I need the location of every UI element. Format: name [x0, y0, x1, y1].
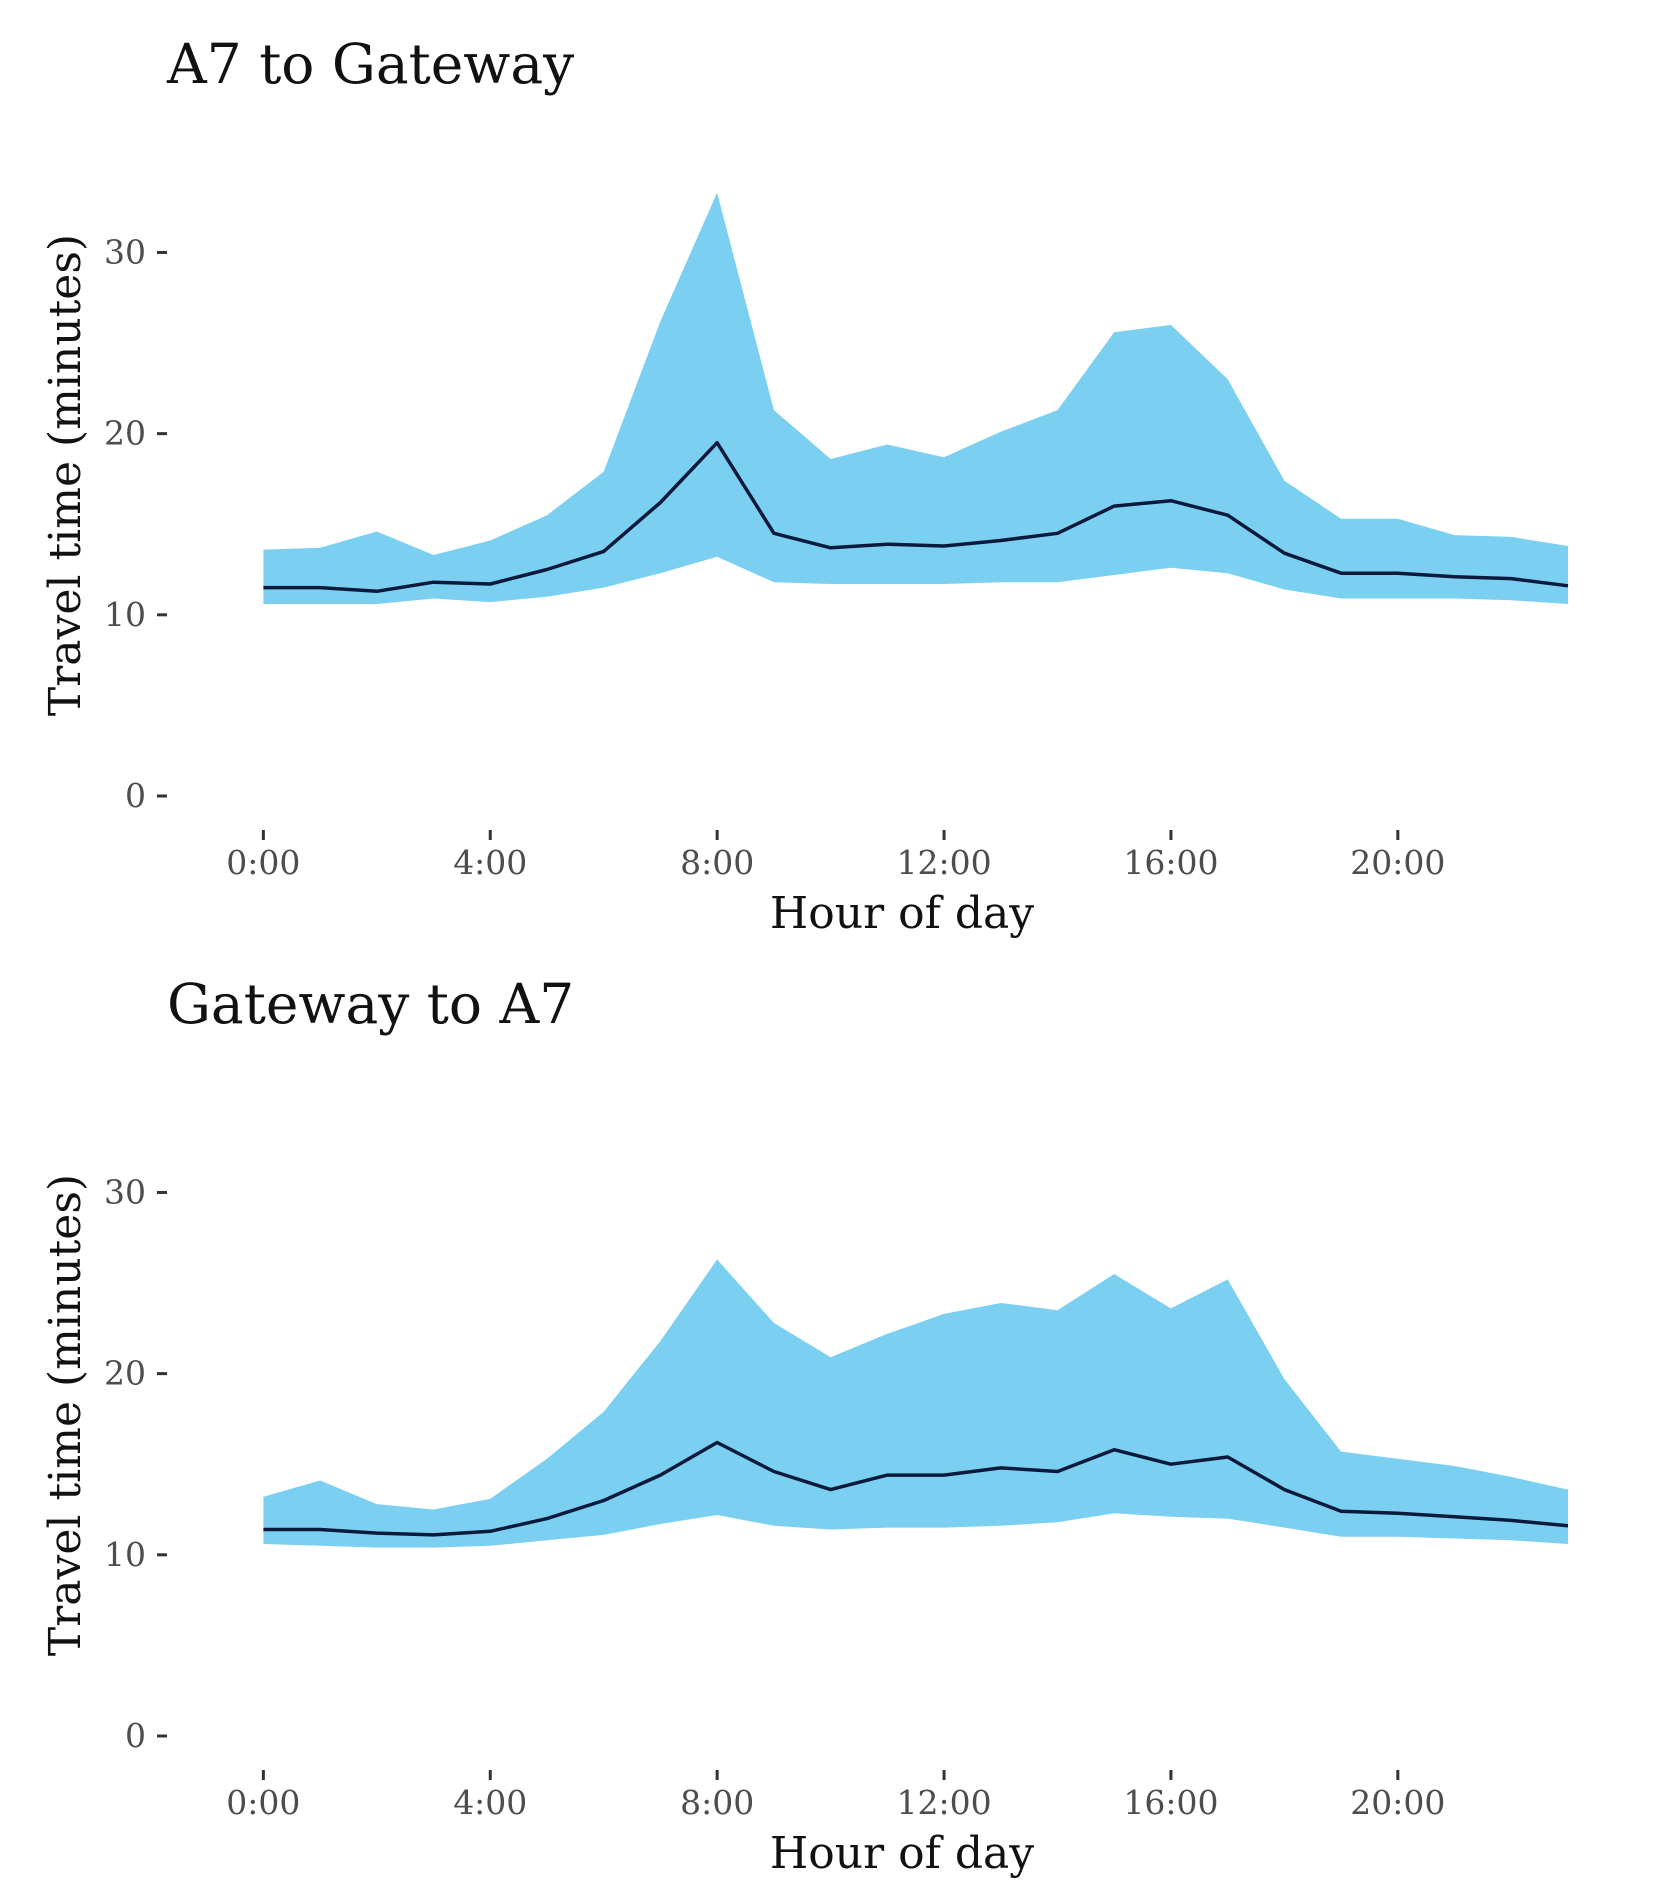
x-tick-label: 20:00: [1350, 843, 1445, 882]
x-tick-label: 8:00: [680, 1783, 754, 1822]
y-tick-label: 0: [125, 1716, 146, 1755]
x-tick-label: 4:00: [453, 1783, 527, 1822]
x-tick-label: 0:00: [226, 1783, 300, 1822]
y-tick-label: 10: [104, 1535, 146, 1574]
chart-panel-gateway-to-a7: Gateway to A7 0 10 20 30 0:00 4:00 8:00 12:00 16…: [0, 940, 1653, 1885]
chart-title: A7 to Gateway: [167, 32, 575, 96]
y-tick-label: 20: [104, 1354, 146, 1393]
x-axis-title: Hour of day: [770, 888, 1034, 939]
chart-title: Gateway to A7: [167, 972, 575, 1036]
x-tick-label: 16:00: [1123, 1783, 1218, 1822]
x-tick-label: 0:00: [226, 843, 300, 882]
y-tick-label: 30: [104, 1172, 146, 1211]
y-tick-label: 0: [125, 776, 146, 815]
y-tick-label: 20: [104, 414, 146, 453]
x-tick-label: 4:00: [453, 843, 527, 882]
x-tick-label: 16:00: [1123, 843, 1218, 882]
x-tick-label: 8:00: [680, 843, 754, 882]
range-band: [263, 1259, 1568, 1548]
median-line: [263, 1440, 1569, 1537]
median-line: [263, 440, 1569, 594]
chart-panel-a7-to-gateway: A7 to Gateway 0 10 20 30 0:00 4:00 8:00 12:00 16…: [40, 32, 1569, 939]
x-tick-label: 12:00: [896, 1783, 991, 1822]
x-axis-title: Hour of day: [770, 1828, 1034, 1879]
y-tick-label: 30: [104, 232, 146, 271]
area-chart: 0 10 20 30 0:00 4:00 8:00 12:00 16:00 20:00 Hour o…: [40, 192, 1569, 939]
y-tick-label: 10: [104, 595, 146, 634]
y-axis-title: Travel time (minutes): [40, 234, 91, 716]
x-tick-label: 12:00: [896, 843, 991, 882]
x-tick-label: 20:00: [1350, 1783, 1445, 1822]
y-axis-title: Travel time (minutes): [40, 1174, 91, 1656]
range-band: [263, 192, 1568, 604]
area-chart: 0 10 20 30 0:00 4:00 8:00 12:00 16:00 20:00 Hour o…: [40, 1172, 1569, 1879]
